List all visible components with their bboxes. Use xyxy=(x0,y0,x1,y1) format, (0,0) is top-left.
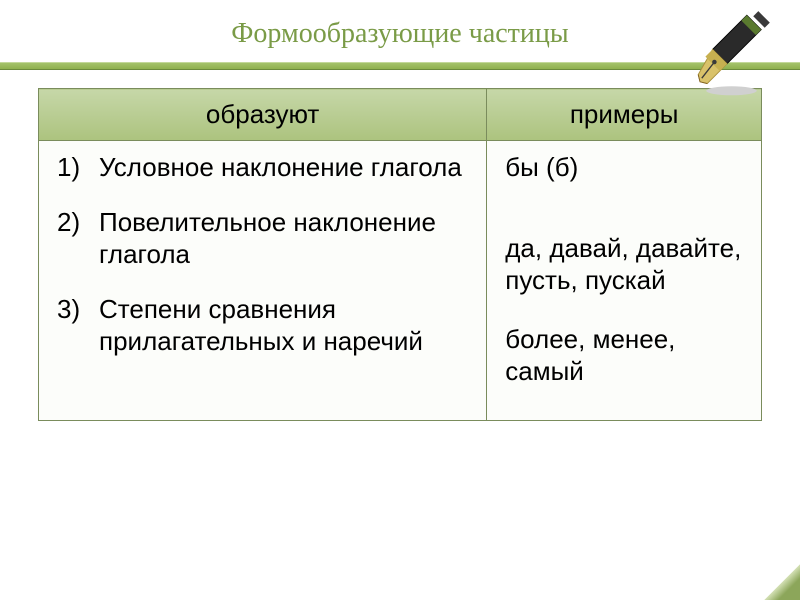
content-area: образуют примеры 1) Условное наклонение … xyxy=(0,70,800,439)
item-text: Повелительное наклонение глагола xyxy=(99,206,468,271)
decorative-band xyxy=(0,62,800,70)
slide: Формообразующие частицы образуют примеры xyxy=(0,0,800,600)
item-number: 1) xyxy=(57,151,99,184)
example-text: да, давай, давайте, пусть, пускай xyxy=(505,232,743,297)
list-item: 3) Степени сравнения прилагательных и на… xyxy=(57,293,468,358)
title-area: Формообразующие частицы xyxy=(0,0,800,62)
main-table: образуют примеры 1) Условное наклонение … xyxy=(38,88,762,421)
slide-title: Формообразующие частицы xyxy=(0,18,800,50)
item-number: 3) xyxy=(57,293,99,326)
item-text: Условное наклонение глагола xyxy=(99,151,462,184)
item-number: 2) xyxy=(57,206,99,239)
page-curl-decoration xyxy=(764,564,800,600)
fountain-pen-icon xyxy=(682,8,772,98)
table-row: 1) Условное наклонение глагола 2) Повели… xyxy=(39,141,762,421)
cell-left: 1) Условное наклонение глагола 2) Повели… xyxy=(39,141,487,421)
cell-right: бы (б) да, давай, давайте, пусть, пускай… xyxy=(487,141,762,421)
item-text: Степени сравнения прилагательных и нареч… xyxy=(99,293,468,358)
example-text: более, менее, самый xyxy=(505,323,743,388)
list-item: 2) Повелительное наклонение глагола xyxy=(57,206,468,271)
table-header-left: образуют xyxy=(39,89,487,141)
example-text: бы (б) xyxy=(505,151,743,184)
list-item: 1) Условное наклонение глагола xyxy=(57,151,468,184)
